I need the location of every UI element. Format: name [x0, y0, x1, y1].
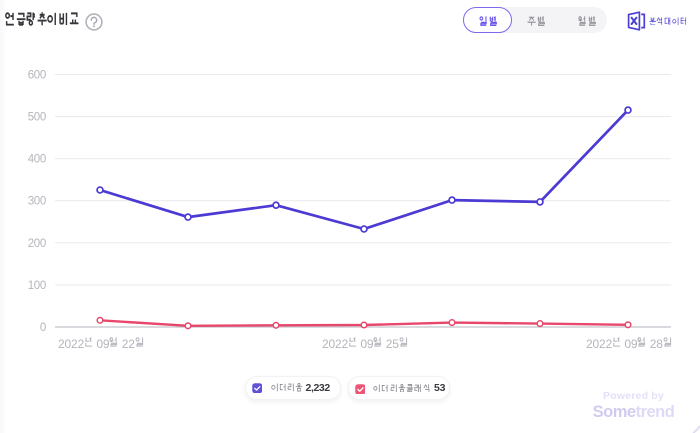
- svg-text:0: 0: [40, 322, 46, 334]
- svg-text:400: 400: [28, 154, 46, 166]
- svg-text:500: 500: [28, 112, 46, 124]
- svg-text:600: 600: [28, 70, 46, 82]
- svg-text:100: 100: [28, 280, 46, 292]
- svg-text:200: 200: [28, 238, 46, 250]
- svg-text:300: 300: [28, 196, 46, 208]
